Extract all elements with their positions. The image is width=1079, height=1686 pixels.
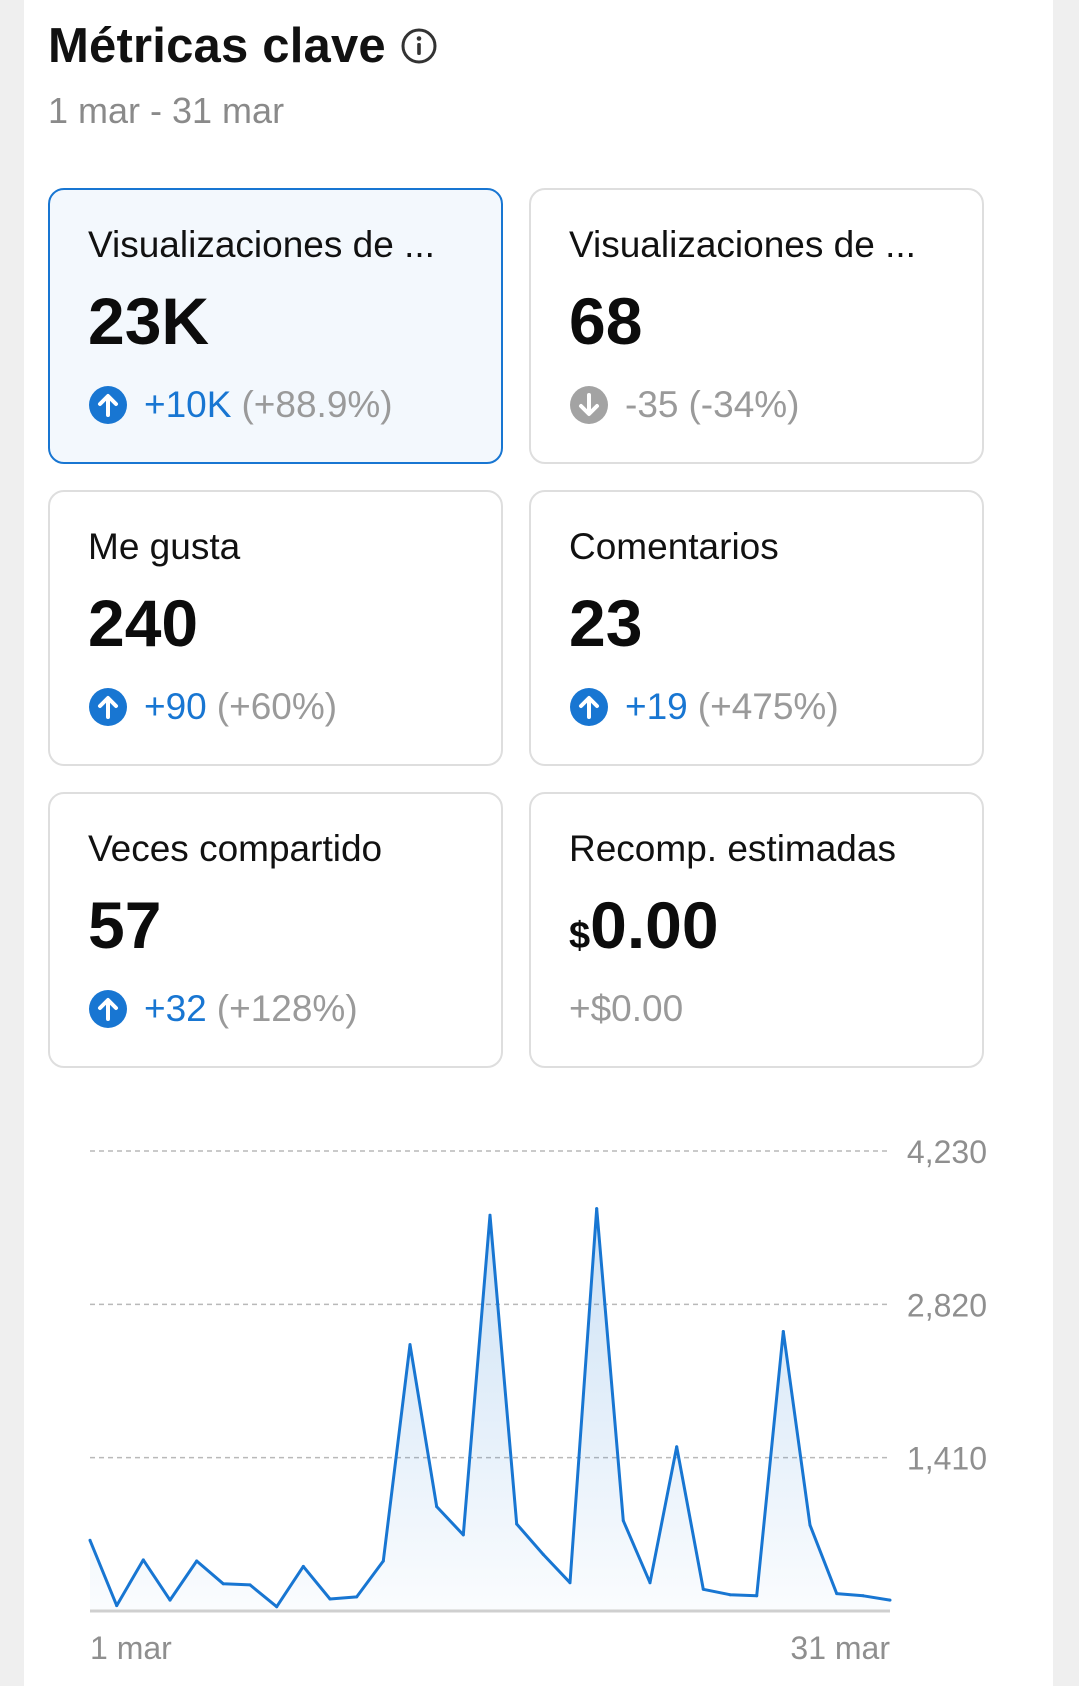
date-range: 1 mar - 31 mar bbox=[48, 90, 285, 131]
metric-delta: +$0.00 bbox=[569, 988, 946, 1030]
metric-value: 23 bbox=[569, 586, 643, 660]
delta-percent: (+475%) bbox=[697, 686, 839, 727]
metric-delta: -35 (-34%) bbox=[569, 384, 946, 426]
metric-card-likes[interactable]: Me gusta 240 +90 (+60%) bbox=[48, 490, 503, 766]
currency-symbol: $ bbox=[569, 915, 591, 957]
metric-cards-grid: Visualizaciones de ... 23K +10K (+88.9%) … bbox=[48, 188, 984, 1068]
metric-delta: +32 (+128%) bbox=[88, 988, 465, 1030]
delta-value: +$0.00 bbox=[569, 988, 684, 1029]
delta-value: +10K bbox=[144, 384, 232, 425]
metric-value: 68 bbox=[569, 284, 643, 358]
metric-card-estimated-rewards[interactable]: Recomp. estimadas $0.00 +$0.00 bbox=[529, 792, 984, 1068]
arrow-up-circle-icon bbox=[89, 386, 127, 424]
metric-value: 57 bbox=[88, 888, 162, 962]
delta-value: -35 bbox=[625, 384, 679, 425]
metric-value: 240 bbox=[88, 586, 199, 660]
metric-label: Me gusta bbox=[88, 526, 241, 567]
header: Métricas clave 1 mar - 31 mar bbox=[48, 18, 438, 132]
metric-label: Comentarios bbox=[569, 526, 779, 567]
metric-card-views[interactable]: Visualizaciones de ... 23K +10K (+88.9%) bbox=[48, 188, 503, 464]
delta-value: +19 bbox=[625, 686, 688, 727]
page-title: Métricas clave bbox=[48, 19, 386, 73]
arrow-up-circle-icon bbox=[89, 688, 127, 726]
arrow-up-circle-icon bbox=[570, 688, 608, 726]
metric-delta: +10K (+88.9%) bbox=[88, 384, 465, 426]
metric-label: Visualizaciones de ... bbox=[88, 224, 435, 265]
metric-card-shares[interactable]: Veces compartido 57 +32 (+128%) bbox=[48, 792, 503, 1068]
info-icon[interactable] bbox=[400, 27, 438, 65]
delta-percent: (-34%) bbox=[688, 384, 800, 425]
metric-card-views-2[interactable]: Visualizaciones de ... 68 -35 (-34%) bbox=[529, 188, 984, 464]
metric-value: 23K bbox=[88, 284, 210, 358]
metric-value: $0.00 bbox=[569, 888, 719, 962]
arrow-down-circle-icon bbox=[570, 386, 608, 424]
metric-label: Recomp. estimadas bbox=[569, 828, 896, 869]
metric-label: Veces compartido bbox=[88, 828, 383, 869]
delta-percent: (+128%) bbox=[216, 988, 358, 1029]
delta-value: +90 bbox=[144, 686, 207, 727]
metric-delta: +19 (+475%) bbox=[569, 686, 946, 728]
metric-delta: +90 (+60%) bbox=[88, 686, 465, 728]
title-row: Métricas clave bbox=[48, 18, 438, 74]
delta-percent: (+88.9%) bbox=[241, 384, 393, 425]
arrow-up-circle-icon bbox=[89, 990, 127, 1028]
delta-value: +32 bbox=[144, 988, 207, 1029]
metric-card-comments[interactable]: Comentarios 23 +19 (+475%) bbox=[529, 490, 984, 766]
delta-percent: (+60%) bbox=[216, 686, 338, 727]
metric-label: Visualizaciones de ... bbox=[569, 224, 916, 265]
